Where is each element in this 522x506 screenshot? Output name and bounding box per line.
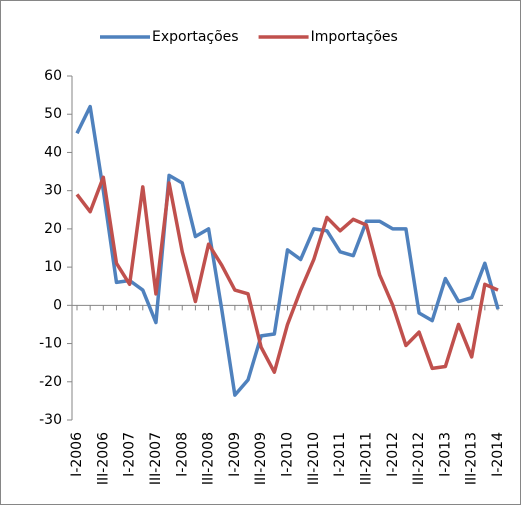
x-tick-label: I-2009 [227,432,243,477]
x-tick-label: I-2011 [332,432,348,477]
x-tick-label: I-2014 [490,432,506,477]
x-tick-label: III-2007 [148,432,164,485]
y-tick-label: -20 [39,374,62,390]
x-tick-label: I-2006 [69,432,85,477]
x-tick-label: III-2006 [95,432,111,485]
x-tick-label: I-2007 [122,432,138,477]
x-tick-label: III-2013 [464,432,480,485]
x-tick-label: I-2008 [174,432,190,477]
y-tick-label: -10 [39,336,62,352]
legend-label: Importações [311,29,398,45]
series-line [75,104,500,397]
x-tick-label: I-2010 [280,432,296,477]
y-tick-label: 50 [44,106,62,122]
y-tick-label: 10 [44,259,62,275]
y-tick-label: 0 [53,297,62,313]
x-tick-label: I-2013 [437,432,453,477]
x-tick-label: III-2011 [358,432,374,485]
x-tick-label: III-2012 [411,432,427,485]
y-tick-label: 60 [44,68,62,84]
x-tick-label: III-2008 [201,432,217,485]
y-tick-label: 20 [44,221,62,237]
y-tick-label: -30 [39,412,62,428]
y-tick-label: 30 [44,183,62,199]
x-tick-label: III-2009 [253,432,269,485]
x-tick-label: I-2012 [385,432,401,477]
x-tick-label: III-2010 [306,432,322,485]
legend-label: Exportações [152,29,239,45]
series-line [75,175,499,374]
y-tick-label: 40 [44,144,62,160]
